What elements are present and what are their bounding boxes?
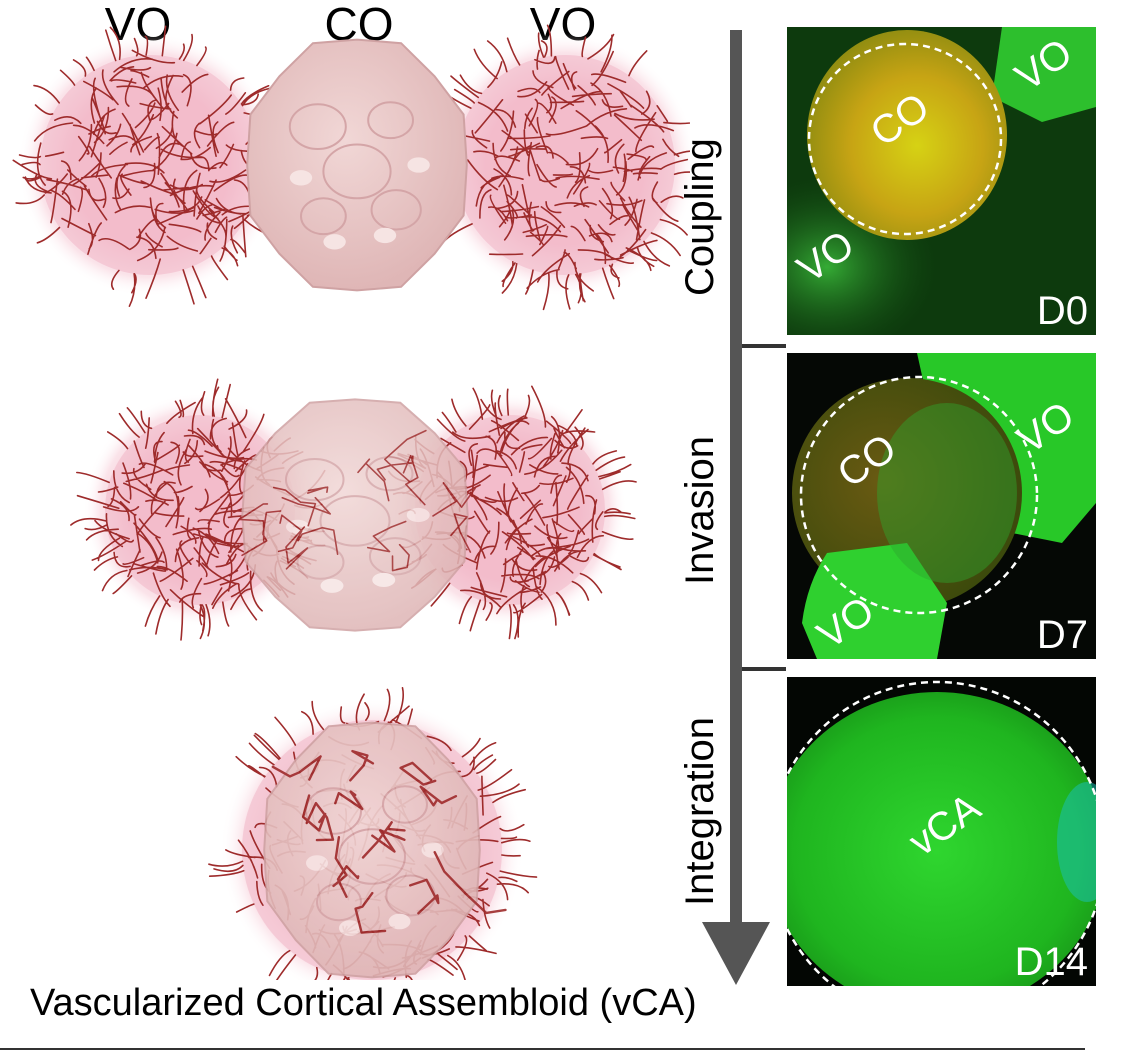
micrograph-d0: CO VO VO D0 bbox=[787, 27, 1096, 335]
stage-integration-drawing bbox=[208, 687, 538, 980]
figure-caption: Vascularized Cortical Assembloid (vCA) bbox=[30, 982, 697, 1024]
d7-day-label: D7 bbox=[1036, 613, 1088, 657]
stage-label-coupling: Coupling bbox=[678, 138, 722, 296]
micrograph-d7: CO VO VO D7 bbox=[787, 353, 1096, 659]
d0-day-label: D0 bbox=[1036, 289, 1088, 333]
stage-invasion-drawing bbox=[70, 378, 637, 641]
vca-integration bbox=[263, 721, 507, 979]
d14-day-label: D14 bbox=[1014, 940, 1088, 984]
co-invasion bbox=[238, 398, 476, 632]
stage-label-integration: Integration bbox=[678, 716, 722, 906]
divider bbox=[0, 1048, 1085, 1050]
vo-left-coupling bbox=[12, 25, 287, 307]
timeline-arrow bbox=[702, 30, 786, 985]
micrograph-d14: vCA D14 bbox=[787, 677, 1096, 986]
stage-coupling-drawing bbox=[12, 24, 690, 311]
stage-label-invasion: Invasion bbox=[678, 436, 722, 585]
vo-right-coupling bbox=[418, 24, 690, 311]
organoid-illustration bbox=[12, 24, 690, 980]
co-coupling bbox=[246, 38, 468, 292]
